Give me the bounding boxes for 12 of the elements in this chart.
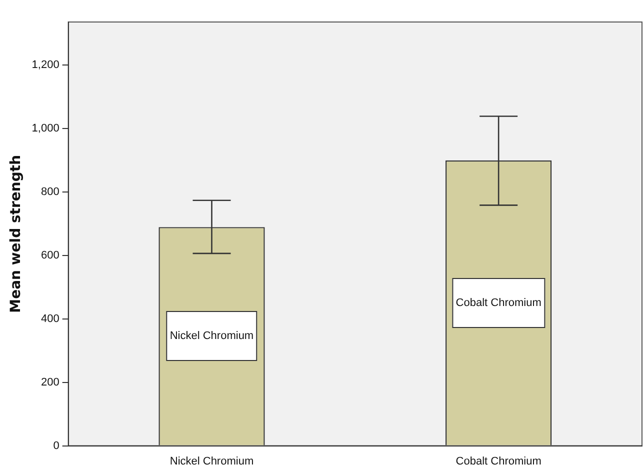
y-tick-label: 800 bbox=[40, 186, 60, 198]
label-box: Nickel Chromium bbox=[166, 311, 258, 362]
x-tick-label: Cobalt Chromium bbox=[456, 455, 542, 468]
y-tick-label: 600 bbox=[40, 249, 60, 262]
label-box: Cobalt Chromium bbox=[452, 278, 546, 328]
x-tick-label: Nickel Chromium bbox=[170, 455, 254, 468]
y-tick-label: 0 bbox=[53, 440, 60, 452]
y-tick-label: 1,200 bbox=[32, 58, 60, 71]
y-tick-label: 400 bbox=[40, 312, 60, 325]
y-axis-title: Mean weld strength bbox=[8, 154, 24, 313]
y-tick-label: 200 bbox=[40, 376, 60, 388]
y-tick-label: 1,000 bbox=[32, 122, 60, 134]
